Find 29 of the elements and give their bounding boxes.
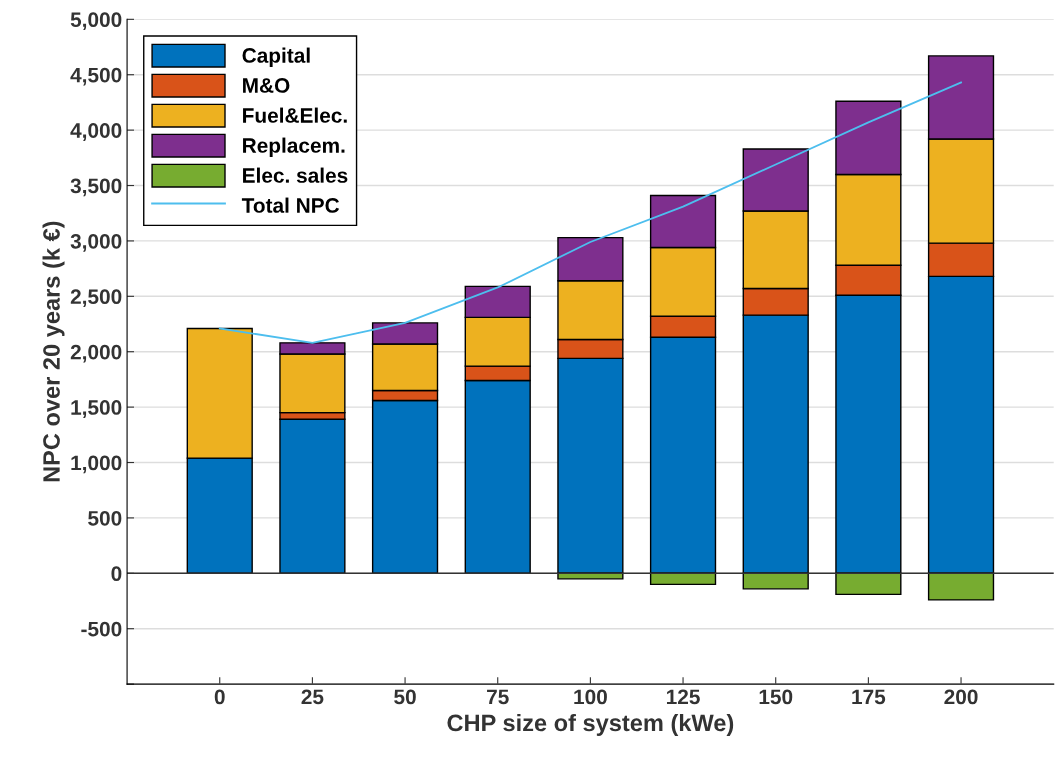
x-tick-label: 200: [944, 689, 978, 705]
x-tick-label: 150: [759, 689, 793, 705]
y-tick-label: 2,000: [70, 344, 122, 363]
y-tick-label: 4,500: [70, 67, 122, 86]
x-tick-label: 25: [301, 689, 324, 705]
y-tick-label: 1,500: [71, 400, 122, 418]
x-tick-label: 0: [214, 689, 225, 705]
legend-label: Fuel&Elec.: [243, 107, 347, 123]
y-tick-label: 500: [88, 510, 122, 526]
x-tick-label: 125: [666, 689, 700, 705]
y-tick-label: 4,000: [70, 123, 122, 141]
x-tick-label: 100: [574, 689, 607, 705]
legend-label: M&O: [243, 78, 290, 93]
y-tick-label: 5,000: [70, 12, 122, 31]
y-tick-label: 0: [111, 566, 122, 582]
y-tick-label: -500: [81, 621, 122, 637]
x-tick-label: 175: [852, 689, 886, 705]
y-tick-label: 3,000: [70, 233, 122, 252]
y-tick-label: 1,000: [71, 455, 122, 474]
legend-label: Total NPC: [241, 197, 340, 213]
legend-label: Elec. sales: [243, 167, 348, 183]
y-tick-label: 3,500: [70, 178, 122, 197]
x-axis-title: CHP size of system (kWe): [447, 713, 734, 736]
y-axis-title: NPC over 20 years (k €): [42, 221, 65, 482]
legend-label: Capital: [242, 47, 310, 67]
y-tick-label: 2,500: [70, 289, 122, 308]
legend-label: Replacem.: [243, 137, 345, 157]
x-tick-label: 75: [487, 689, 509, 705]
x-tick-label: 50: [394, 689, 416, 705]
